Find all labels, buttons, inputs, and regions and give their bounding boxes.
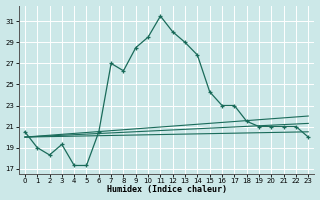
X-axis label: Humidex (Indice chaleur): Humidex (Indice chaleur) [107, 185, 227, 194]
